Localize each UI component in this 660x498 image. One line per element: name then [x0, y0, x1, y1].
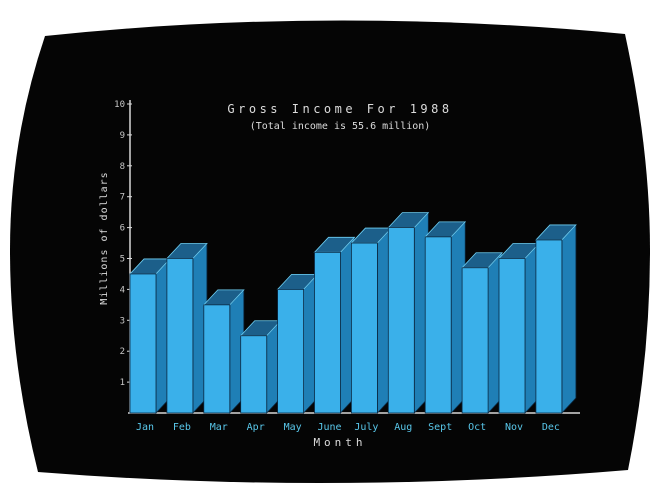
y-tick-label: 6: [120, 224, 125, 234]
bar: [461, 251, 504, 415]
x-tick-label: Feb: [173, 422, 191, 433]
x-tick-label: June: [317, 422, 341, 433]
bar-front-face: [240, 335, 268, 414]
x-tick-labels: Jan Feb Mar Apr May June July Aug Sept Oct Nov Dec: [136, 422, 560, 433]
y-tick-label: 1: [120, 378, 125, 388]
bar-front-face: [314, 251, 341, 414]
bar-front-face: [166, 258, 194, 414]
bar-front-face: [461, 267, 489, 414]
bar: [276, 273, 319, 415]
y-axis-label: Millions of dollars: [99, 171, 110, 304]
y-tick-label: 9: [120, 131, 125, 141]
y-tick-label: 5: [120, 255, 125, 265]
y-tick-label: 4: [120, 285, 125, 295]
y-tick-label: 3: [120, 316, 125, 326]
bar: [424, 220, 467, 415]
bar-front-face: [535, 239, 563, 414]
bar: [498, 242, 540, 415]
chart-subtitle: (Total income is 55.6 million): [250, 121, 431, 132]
x-tick-label: Nov: [505, 422, 523, 433]
bar-side-face: [561, 223, 577, 415]
x-tick-label: Dec: [542, 422, 560, 433]
bar-front-face: [203, 304, 231, 414]
bar-front-face: [424, 236, 452, 414]
chart-title: Gross Income For 1988: [227, 102, 452, 116]
y-tick-label: 7: [120, 193, 125, 203]
bar-front-face: [350, 242, 378, 414]
x-tick-label: Oct: [468, 422, 486, 433]
bar: [350, 227, 393, 415]
y-tick-label: 8: [120, 162, 125, 172]
bar: [129, 257, 171, 415]
x-tick-label: Sept: [428, 422, 452, 433]
x-tick-label: July: [354, 422, 378, 433]
bar: [387, 211, 430, 415]
y-tick-label: 10: [114, 100, 125, 110]
x-tick-label: Mar: [210, 422, 228, 433]
x-tick-label: Aug: [394, 422, 412, 433]
x-tick-label: Apr: [247, 422, 265, 433]
bar: [239, 319, 282, 415]
bar: [534, 223, 577, 415]
bar-front-face: [498, 258, 526, 414]
x-tick-label: Jan: [136, 422, 154, 433]
y-ticks: 1 2 3 4 5 6 7 8 9 10: [114, 100, 132, 388]
bar: [165, 242, 208, 415]
bar: [202, 288, 245, 415]
x-tick-label: May: [284, 422, 302, 433]
bar-front-face: [277, 288, 305, 414]
bar-front-face: [129, 273, 157, 414]
bar-front-face: [387, 227, 415, 414]
bars: [129, 211, 577, 415]
bar: [313, 236, 356, 415]
y-tick-label: 2: [120, 347, 125, 357]
x-axis-label: Month: [313, 436, 366, 449]
